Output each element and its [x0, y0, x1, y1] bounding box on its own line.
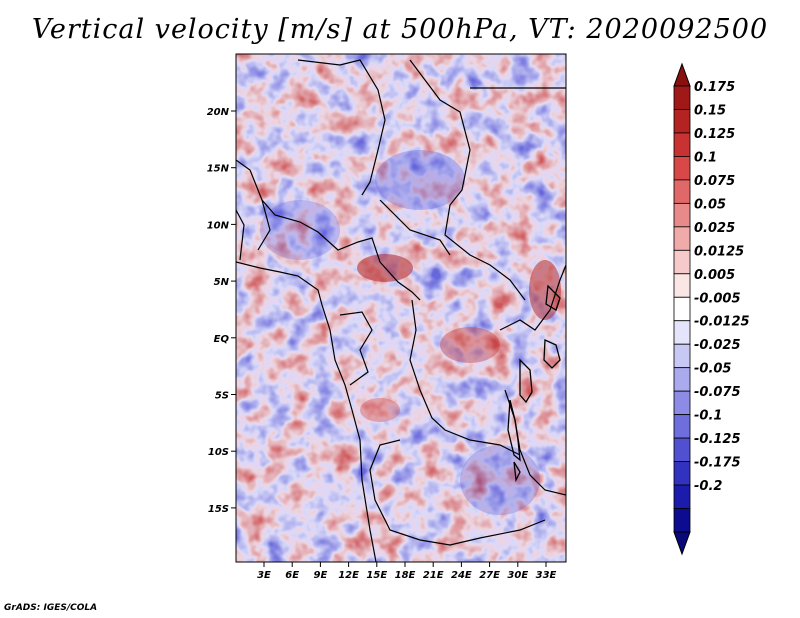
lon-tick-label: 21E: [423, 570, 444, 581]
colorbar-swatch: [673, 367, 691, 392]
colorbar-label: 0.0125: [694, 244, 744, 259]
lat-tick-label: 15S: [208, 504, 229, 515]
lon-tick-label: 18E: [395, 570, 416, 581]
colorbar-swatch: [673, 296, 691, 322]
colorbar-swatch: [673, 109, 691, 134]
lat-tick-label: 20N: [207, 107, 230, 118]
colorbar-label: -0.025: [694, 338, 741, 353]
lat-tick-label: 10N: [207, 220, 230, 231]
lon-tick-label: 12E: [338, 570, 359, 581]
lat-tick-label: 5S: [215, 391, 229, 402]
map-title: Vertical velocity [m/s] at 500hPa, VT: 2…: [31, 14, 769, 45]
country-borders: [236, 59, 566, 562]
colorbar-label: 0.005: [694, 268, 735, 283]
lon-tick-label: 24E: [451, 570, 472, 581]
lat-tick-label: 5N: [214, 277, 230, 288]
colorbar-label: -0.1: [694, 409, 722, 424]
colorbar-label: -0.0125: [694, 315, 750, 330]
colorbar-swatch: [673, 273, 691, 298]
colorbar-label: 0.05: [694, 197, 726, 212]
colorbar-swatch: [673, 414, 691, 439]
colorbar-swatch: [673, 390, 691, 416]
lon-tick-label: 3E: [257, 570, 271, 581]
velocity-field: [236, 54, 566, 562]
lon-tick-label: 30E: [507, 570, 528, 581]
colorbar-swatch: [673, 484, 691, 509]
colorbar-swatch: [673, 343, 691, 369]
lon-tick-label: 33E: [536, 570, 557, 581]
colorbar-swatch: [673, 202, 691, 228]
lon-tick-label: 27E: [479, 570, 500, 581]
plot-frame: [235, 53, 567, 563]
colorbar-swatch: [673, 320, 691, 345]
colorbar-swatch: [673, 226, 691, 251]
lat-axis: 20N 15N 10N 5N EQ 5S 10S 15S: [207, 107, 236, 515]
grads-credit: GrADS: IGES/COLA: [4, 603, 98, 613]
colorbar-label: 0.025: [694, 221, 735, 236]
colorbar-swatch: [673, 179, 691, 204]
lon-tick-label: 9E: [314, 570, 328, 581]
colorbar-label: -0.005: [694, 291, 741, 306]
colorbar-label: 0.15: [694, 103, 726, 118]
colorbar-swatch: [673, 437, 691, 462]
colorbar-swatch: [673, 85, 691, 110]
colorbar-label: 0.175: [694, 80, 735, 95]
colorbar-label: 0.075: [694, 174, 735, 189]
lat-tick-label: EQ: [214, 334, 230, 345]
colorbar-label: -0.125: [694, 432, 741, 447]
colorbar-swatch: [673, 156, 691, 181]
colorbar-swatch: [673, 461, 691, 486]
lat-tick-label: 15N: [207, 164, 230, 175]
colorbar-label: 0.125: [694, 127, 735, 142]
colorbar-swatch: [673, 249, 691, 275]
colorbar-swatch: [673, 508, 691, 533]
lakes: [507, 284, 561, 483]
colorbar-label: -0.05: [694, 362, 731, 377]
colorbar-extend-bottom: [673, 531, 691, 556]
colorbar-label: -0.175: [694, 456, 741, 471]
colorbar-label: -0.075: [694, 385, 741, 400]
colorbar-label: 0.1: [694, 150, 717, 165]
colorbar-label: -0.2: [694, 479, 722, 494]
lat-tick-label: 10S: [208, 447, 229, 458]
colorbar-swatch: [673, 132, 691, 157]
colorbar: 0.175 0.15 0.125 0.1 0.075 0.05 0.025 0.0125 0.0…: [673, 62, 750, 556]
lon-axis: 3E 6E 9E 12E 15E 18E 21E 24E 27E 30E 33E: [257, 562, 557, 581]
colorbar-extend-top: [673, 62, 691, 87]
lon-tick-label: 15E: [366, 570, 387, 581]
lon-tick-label: 6E: [285, 570, 299, 581]
